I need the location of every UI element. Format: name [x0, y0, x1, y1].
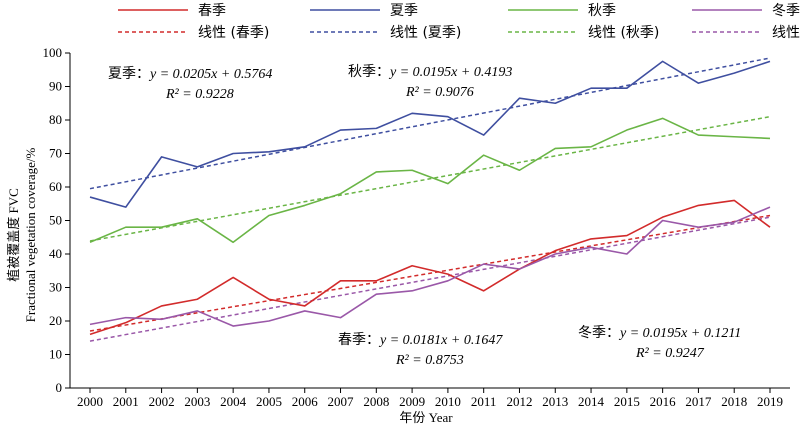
series-line-3	[89, 206, 771, 327]
legend-trend-label: 线性 (秋季)	[588, 25, 659, 41]
legend-trend-label: 线性 (春季)	[198, 25, 269, 41]
regression-r2: R² = 0.9228	[165, 87, 234, 102]
x-tick-label: 2017	[685, 394, 712, 409]
y-tick-label: 30	[49, 280, 62, 295]
x-tick-label: 2009	[399, 394, 425, 409]
y-axis-title: 植被覆盖度 FVC	[6, 188, 21, 282]
regression-equation: 秋季：y = 0.0195x + 0.4193	[348, 64, 512, 80]
y-tick-label: 0	[56, 380, 63, 395]
y-axis-title-en: Fractional vegetation coverage/%	[23, 147, 38, 322]
x-tick-label: 2016	[650, 394, 677, 409]
legend-trend-label: 线性 (夏季)	[390, 25, 461, 41]
series-line-2	[89, 117, 771, 244]
y-tick-label: 50	[49, 213, 62, 228]
regression-r2: R² = 0.9076	[405, 85, 474, 100]
x-tick-label: 2018	[721, 394, 747, 409]
legend-trend-label: 线性 (冬季)	[772, 25, 800, 41]
legend-label: 秋季	[588, 3, 616, 19]
y-tick-label: 90	[49, 79, 62, 94]
x-tick-label: 2013	[542, 394, 568, 409]
regression-equation: 春季：y = 0.0181x + 0.1647	[338, 332, 503, 348]
legend-label: 夏季	[390, 3, 418, 19]
y-tick-label: 80	[49, 112, 62, 127]
regression-r2: R² = 0.8753	[395, 353, 464, 368]
regression-equation: 冬季：y = 0.0195x + 0.1211	[578, 325, 741, 341]
y-tick-label: 70	[49, 146, 62, 161]
x-tick-label: 2006	[292, 394, 319, 409]
trendline-0	[89, 214, 771, 332]
x-axis-title: 年份 Year	[399, 410, 453, 425]
trendline-2	[89, 115, 771, 242]
x-tick-label: 2005	[256, 394, 282, 409]
series-line-0	[89, 199, 771, 336]
x-tick-label: 2000	[77, 394, 103, 409]
x-tick-label: 2012	[506, 394, 532, 409]
y-tick-label: 10	[49, 347, 62, 362]
x-tick-label: 2010	[435, 394, 461, 409]
series-line-1	[89, 60, 771, 208]
trendline-1	[89, 57, 771, 190]
x-tick-label: 2004	[220, 394, 247, 409]
axes: 0 10 20 30 40 50 60 70 80 90 100 2000 2001 2002 2003 20…	[43, 45, 790, 409]
x-tick-label: 2008	[363, 394, 389, 409]
y-tick-label: 100	[43, 45, 63, 60]
y-tick-label: 60	[49, 179, 62, 194]
y-tick-label: 20	[49, 313, 62, 328]
trendline-3	[89, 216, 771, 342]
x-tick-label: 2002	[149, 394, 175, 409]
y-tick-label: 40	[49, 246, 62, 261]
x-tick-label: 2019	[757, 394, 783, 409]
x-tick-label: 2014	[578, 394, 605, 409]
trendlines	[89, 57, 771, 342]
series-lines	[89, 60, 771, 336]
regression-r2: R² = 0.9247	[635, 346, 705, 361]
legend-label: 冬季	[772, 3, 800, 19]
x-tick-label: 2007	[328, 394, 355, 409]
legend-label: 春季	[198, 3, 226, 19]
x-tick-label: 2011	[471, 394, 497, 409]
x-tick-label: 2001	[113, 394, 139, 409]
x-tick-label: 2003	[184, 394, 210, 409]
regression-equation: 夏季：y = 0.0205x + 0.5764	[108, 66, 272, 82]
regression-annotations: 夏季：y = 0.0205x + 0.5764 R² = 0.9228 秋季：y =…	[108, 64, 741, 368]
x-tick-label: 2015	[614, 394, 640, 409]
